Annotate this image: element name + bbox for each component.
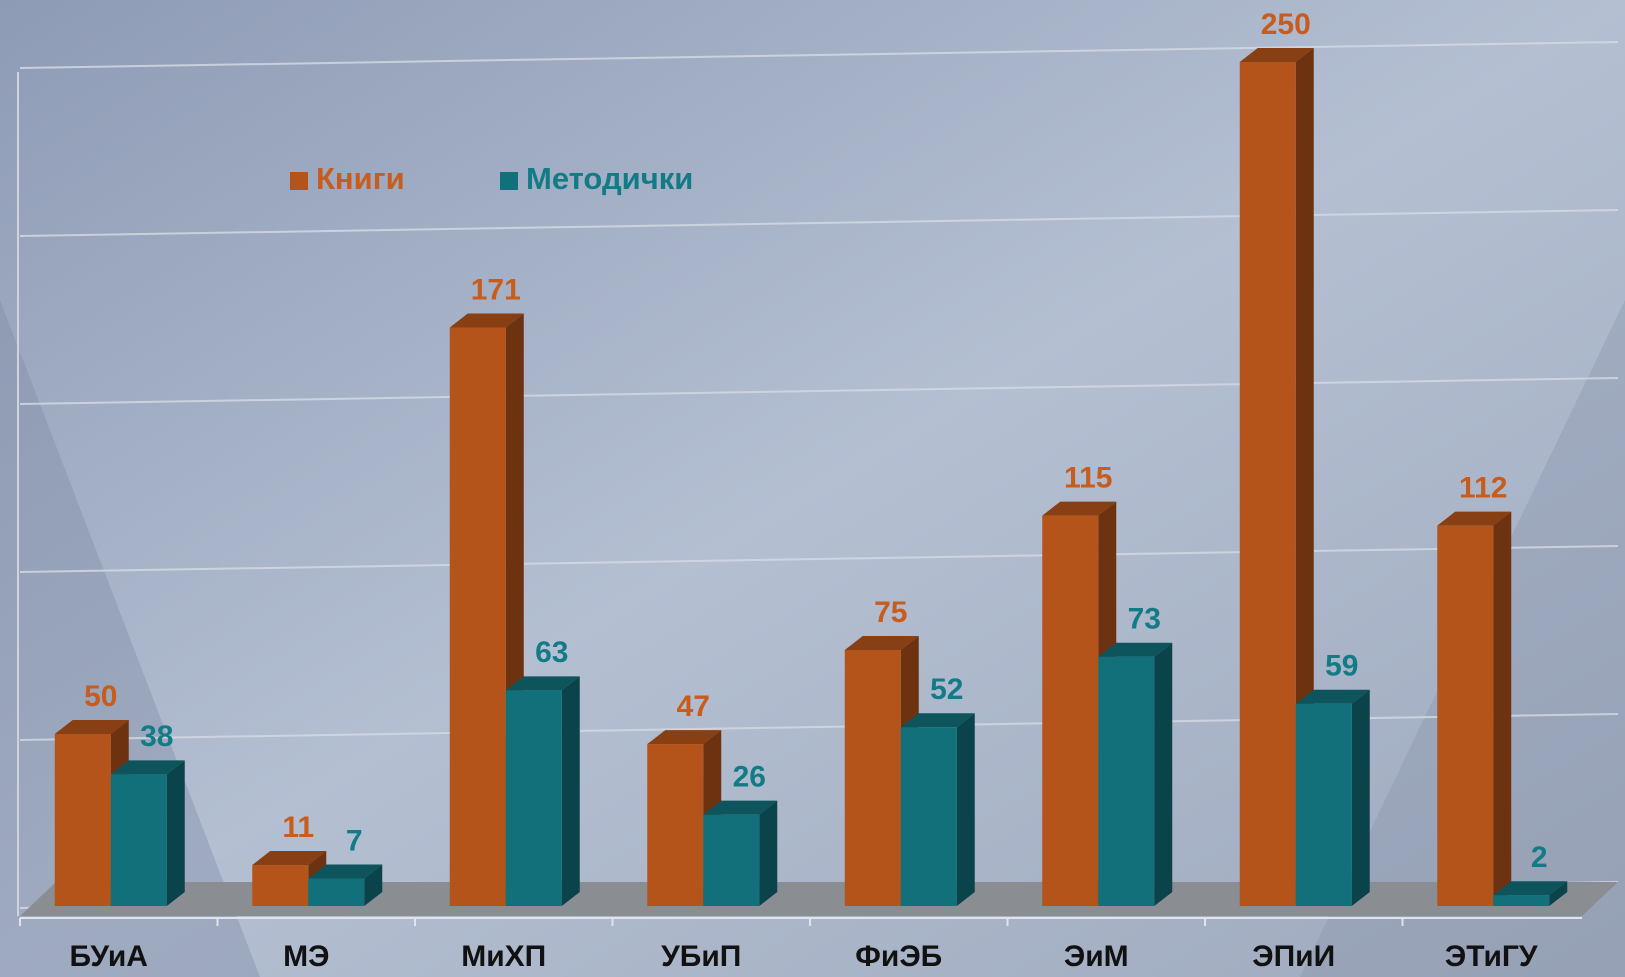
value-label: 7 — [346, 824, 363, 857]
bar — [647, 744, 703, 906]
legend-swatch — [500, 172, 518, 190]
value-label: 73 — [1128, 603, 1161, 636]
bar — [1493, 895, 1549, 906]
value-label: 47 — [677, 690, 710, 723]
x-tick-label: УБиП — [661, 940, 741, 973]
value-label: 112 — [1459, 472, 1507, 505]
legend-label: Книги — [316, 161, 405, 196]
bar — [308, 878, 364, 906]
legend-label: Методички — [526, 161, 693, 196]
bar — [1240, 62, 1296, 906]
bar — [506, 690, 562, 906]
value-label: 50 — [84, 680, 117, 713]
legend-swatch — [290, 172, 308, 190]
value-label: 2 — [1531, 841, 1548, 874]
bar — [703, 815, 759, 906]
bar — [1296, 704, 1352, 906]
value-label: 250 — [1261, 8, 1311, 41]
value-label: 52 — [930, 673, 963, 706]
bar — [1042, 516, 1098, 906]
x-tick-label: БУиА — [70, 940, 148, 973]
x-tick-label: ЭиМ — [1064, 940, 1129, 973]
x-tick-label: МЭ — [283, 940, 329, 973]
value-label: 63 — [535, 636, 568, 669]
bar — [1437, 526, 1493, 906]
bar-side — [759, 801, 777, 906]
bar-side — [562, 676, 580, 906]
bar-side — [167, 760, 185, 906]
x-tick-label: МиХП — [461, 940, 546, 973]
bar-side — [1493, 512, 1511, 906]
value-label: 75 — [874, 596, 907, 629]
bar — [901, 727, 957, 906]
x-tick-label: ЭТиГУ — [1445, 940, 1538, 973]
x-tick-label: ЭПиИ — [1252, 940, 1335, 973]
value-label: 171 — [471, 273, 521, 306]
bar-side — [1154, 643, 1172, 906]
value-label: 26 — [733, 761, 766, 794]
value-label: 11 — [282, 811, 314, 844]
bar — [1098, 657, 1154, 906]
page: БУиА МЭ МиХП УБиП ФиЭБ ЭиМ ЭПиИ ЭТиГУ 50 11 171 47 7… — [0, 0, 1625, 977]
value-label: 59 — [1325, 650, 1358, 683]
bar — [450, 327, 506, 906]
bar — [55, 734, 111, 906]
value-label: 38 — [140, 720, 173, 753]
bar-side — [957, 713, 975, 906]
chart: БУиА МЭ МиХП УБиП ФиЭБ ЭиМ ЭПиИ ЭТиГУ 50 11 171 47 7… — [0, 0, 1625, 977]
bar — [252, 865, 308, 906]
bar — [845, 650, 901, 906]
bar-side — [1352, 690, 1370, 906]
value-label: 115 — [1064, 462, 1112, 495]
x-tick-label: ФиЭБ — [855, 940, 942, 973]
bar — [111, 774, 167, 906]
